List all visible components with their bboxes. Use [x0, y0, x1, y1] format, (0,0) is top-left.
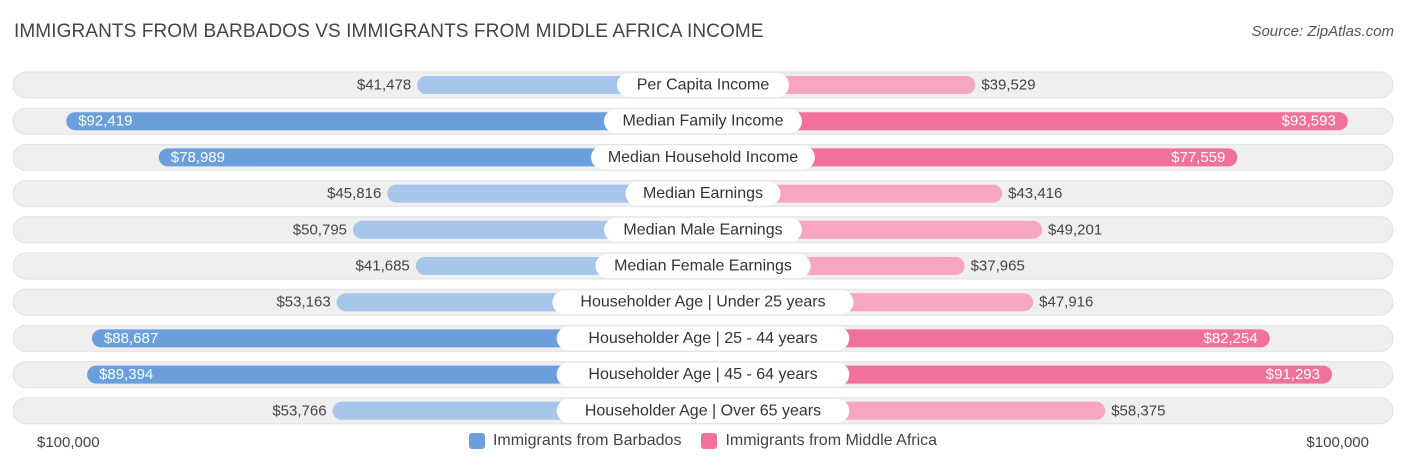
value-label-barbados: $53,766: [272, 402, 326, 419]
legend: Immigrants from Barbados Immigrants from…: [0, 432, 1406, 450]
value-label-middle-africa: $93,593: [1282, 113, 1336, 130]
category-label: Median Earnings: [643, 185, 763, 202]
value-label-barbados: $45,816: [327, 185, 381, 202]
category-label: Per Capita Income: [637, 77, 770, 94]
bar-barbados: [158, 148, 703, 167]
legend-item-barbados: Immigrants from Barbados: [468, 432, 682, 450]
category-pill: [616, 73, 790, 97]
value-label-middle-africa: $49,201: [1048, 221, 1102, 238]
value-label-barbados: $78,989: [171, 149, 225, 166]
value-label-barbados: $41,478: [357, 77, 411, 94]
bar-barbados: [387, 184, 703, 203]
legend-label-middle-africa: Immigrants from Middle Africa: [725, 432, 938, 449]
source-credit: Source: ZipAtlas.com: [1251, 23, 1394, 40]
value-label-barbados: $41,685: [356, 258, 410, 275]
value-label-middle-africa: $39,529: [981, 77, 1035, 94]
category-pill: [604, 109, 802, 134]
category-label: Householder Age | Over 65 years: [585, 402, 821, 419]
chart-title: IMMIGRANTS FROM BARBADOS VS IMMIGRANTS F…: [14, 21, 764, 42]
axis-right-label: $100,000: [1306, 434, 1369, 451]
bar-barbados: [87, 365, 704, 384]
bar-barbados: [66, 112, 703, 131]
category-pill: [604, 217, 802, 242]
value-label-barbados: $88,687: [104, 330, 158, 347]
value-label-middle-africa: $58,375: [1111, 402, 1165, 419]
value-label-middle-africa: $91,293: [1266, 366, 1320, 383]
value-label-middle-africa: $77,559: [1171, 149, 1225, 166]
bar-barbados: [91, 329, 703, 348]
value-label-middle-africa: $37,965: [971, 258, 1025, 275]
category-label: Median Household Income: [608, 149, 798, 166]
category-label: Householder Age | Under 25 years: [580, 294, 825, 311]
category-pill: [556, 362, 850, 387]
bar-middle-africa: [703, 148, 1238, 167]
category-label: Median Male Earnings: [623, 221, 782, 238]
legend-label-barbados: Immigrants from Barbados: [492, 432, 682, 449]
category-pill: [625, 181, 781, 206]
category-pill: [556, 398, 850, 423]
category-label: Householder Age | 45 - 64 years: [588, 366, 817, 383]
category-label: Householder Age | 25 - 44 years: [588, 330, 817, 347]
axis-left-label: $100,000: [37, 434, 100, 451]
value-label-barbados: $53,163: [276, 294, 330, 311]
category-pill: [552, 290, 854, 315]
category-label: Median Family Income: [623, 113, 784, 130]
legend-swatch-middle-africa: [701, 433, 718, 449]
legend-swatch-barbados: [468, 433, 485, 449]
value-label-barbados: $50,795: [293, 221, 347, 238]
value-label-middle-africa: $47,916: [1039, 294, 1093, 311]
category-pill: [595, 254, 811, 278]
category-pill: [591, 145, 815, 170]
value-label-middle-africa: $82,254: [1203, 330, 1257, 347]
category-pill: [556, 326, 850, 351]
legend-item-middle-africa: Immigrants from Middle Africa: [701, 432, 937, 450]
bar-middle-africa: [703, 365, 1333, 384]
chart-plot: $41,478 $39,529 Per Capita Income $92,419 $9…: [12, 71, 1394, 425]
value-label-barbados: $92,419: [78, 113, 132, 130]
category-label: Median Female Earnings: [614, 258, 792, 275]
value-label-barbados: $89,394: [99, 366, 153, 383]
bar-middle-africa: [703, 112, 1348, 131]
value-label-middle-africa: $43,416: [1008, 185, 1062, 202]
